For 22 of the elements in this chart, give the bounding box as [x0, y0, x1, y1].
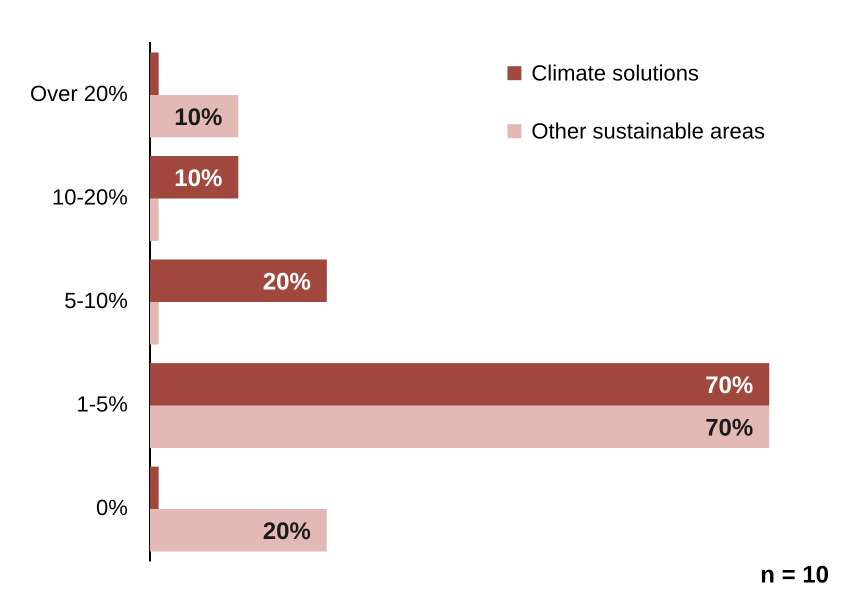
y-tick-label: 1-5% — [76, 392, 128, 417]
y-tick-label: 5-10% — [64, 288, 128, 314]
bar — [150, 52, 159, 95]
data-label: 10% — [174, 104, 222, 131]
bar — [150, 509, 327, 552]
data-label: 20% — [262, 518, 311, 545]
data-label: 20% — [262, 268, 311, 296]
data-label: 10% — [174, 164, 222, 192]
bar — [150, 302, 159, 344]
text: n = 10 — [760, 562, 829, 589]
legend-label: Other sustainable areas — [531, 118, 765, 144]
bar — [150, 198, 159, 241]
bar — [150, 260, 327, 302]
y-tick-label: 0% — [96, 495, 128, 520]
y-tick-label: Over 20% — [30, 81, 128, 106]
legend-label: Climate solutions — [531, 60, 699, 86]
y-tick-label: 10-20% — [52, 184, 128, 210]
data-label: 70% — [705, 414, 754, 442]
bar — [150, 363, 770, 406]
bar — [150, 466, 159, 510]
bar — [150, 406, 770, 448]
data-label: 70% — [705, 372, 754, 399]
